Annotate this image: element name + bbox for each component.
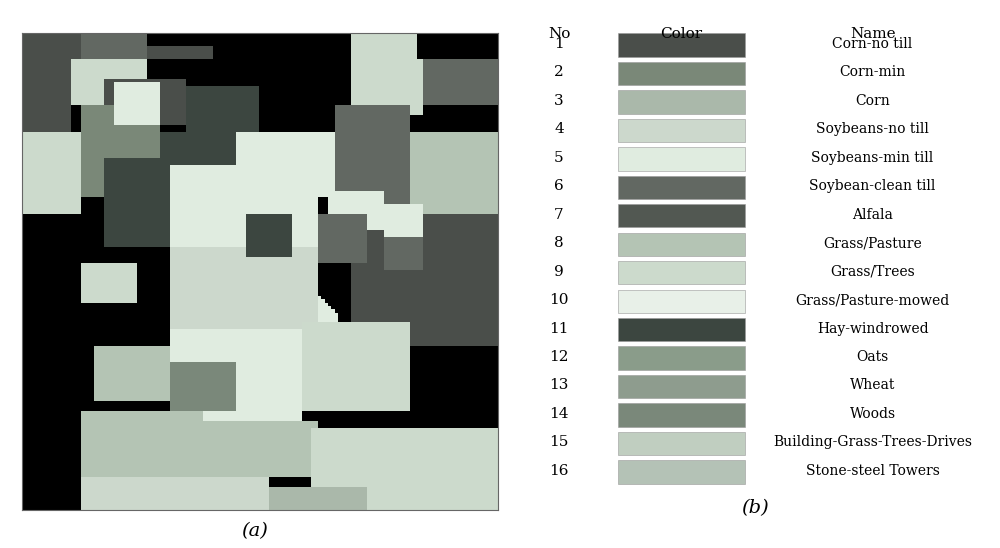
Text: Alfala: Alfala <box>852 208 893 221</box>
Text: Name: Name <box>850 27 895 41</box>
Bar <box>618 90 745 113</box>
Text: Grass/Pasture: Grass/Pasture <box>823 236 922 250</box>
Text: (a): (a) <box>242 523 268 540</box>
Text: Grass/Pasture-mowed: Grass/Pasture-mowed <box>795 293 950 307</box>
Text: 9: 9 <box>554 265 564 278</box>
Bar <box>618 318 745 341</box>
Text: 4: 4 <box>554 122 564 136</box>
Text: 15: 15 <box>549 436 569 449</box>
Bar <box>618 432 745 455</box>
Text: Building-Grass-Trees-Drives: Building-Grass-Trees-Drives <box>773 436 972 449</box>
Text: 1: 1 <box>554 37 564 51</box>
Bar <box>618 289 745 313</box>
Bar <box>618 119 745 142</box>
Text: Corn-no till: Corn-no till <box>832 37 913 51</box>
Text: Soybeans-no till: Soybeans-no till <box>816 122 929 136</box>
Bar <box>618 147 745 170</box>
Bar <box>618 375 745 398</box>
Text: 2: 2 <box>554 65 564 79</box>
Text: Hay-windrowed: Hay-windrowed <box>817 322 928 335</box>
Text: 7: 7 <box>554 208 564 221</box>
Text: Color: Color <box>660 27 703 41</box>
Bar <box>618 460 745 484</box>
Text: (b): (b) <box>741 499 769 517</box>
Text: 8: 8 <box>554 236 564 250</box>
Text: 10: 10 <box>549 293 569 307</box>
Text: Grass/Trees: Grass/Trees <box>830 265 915 278</box>
Text: Oats: Oats <box>856 350 889 364</box>
Text: 6: 6 <box>554 179 564 193</box>
Text: Woods: Woods <box>850 407 896 421</box>
Bar <box>618 204 745 227</box>
Text: 16: 16 <box>549 464 569 478</box>
Text: 3: 3 <box>554 94 564 108</box>
Bar <box>618 33 745 56</box>
Text: Stone-steel Towers: Stone-steel Towers <box>806 464 940 478</box>
Bar <box>618 346 745 370</box>
Bar <box>618 232 745 256</box>
Bar <box>618 176 745 199</box>
Text: Soybean-clean till: Soybean-clean till <box>809 179 936 193</box>
Text: 12: 12 <box>549 350 569 364</box>
Bar <box>618 261 745 284</box>
Text: 13: 13 <box>549 379 569 392</box>
Bar <box>618 403 745 427</box>
Text: Wheat: Wheat <box>850 379 895 392</box>
Text: Corn-min: Corn-min <box>839 65 906 79</box>
Text: No: No <box>548 27 570 41</box>
Bar <box>618 62 745 85</box>
Text: 14: 14 <box>549 407 569 421</box>
Text: 5: 5 <box>554 151 564 165</box>
Text: Corn: Corn <box>855 94 890 108</box>
Text: Soybeans-min till: Soybeans-min till <box>811 151 934 165</box>
Text: 11: 11 <box>549 322 569 335</box>
